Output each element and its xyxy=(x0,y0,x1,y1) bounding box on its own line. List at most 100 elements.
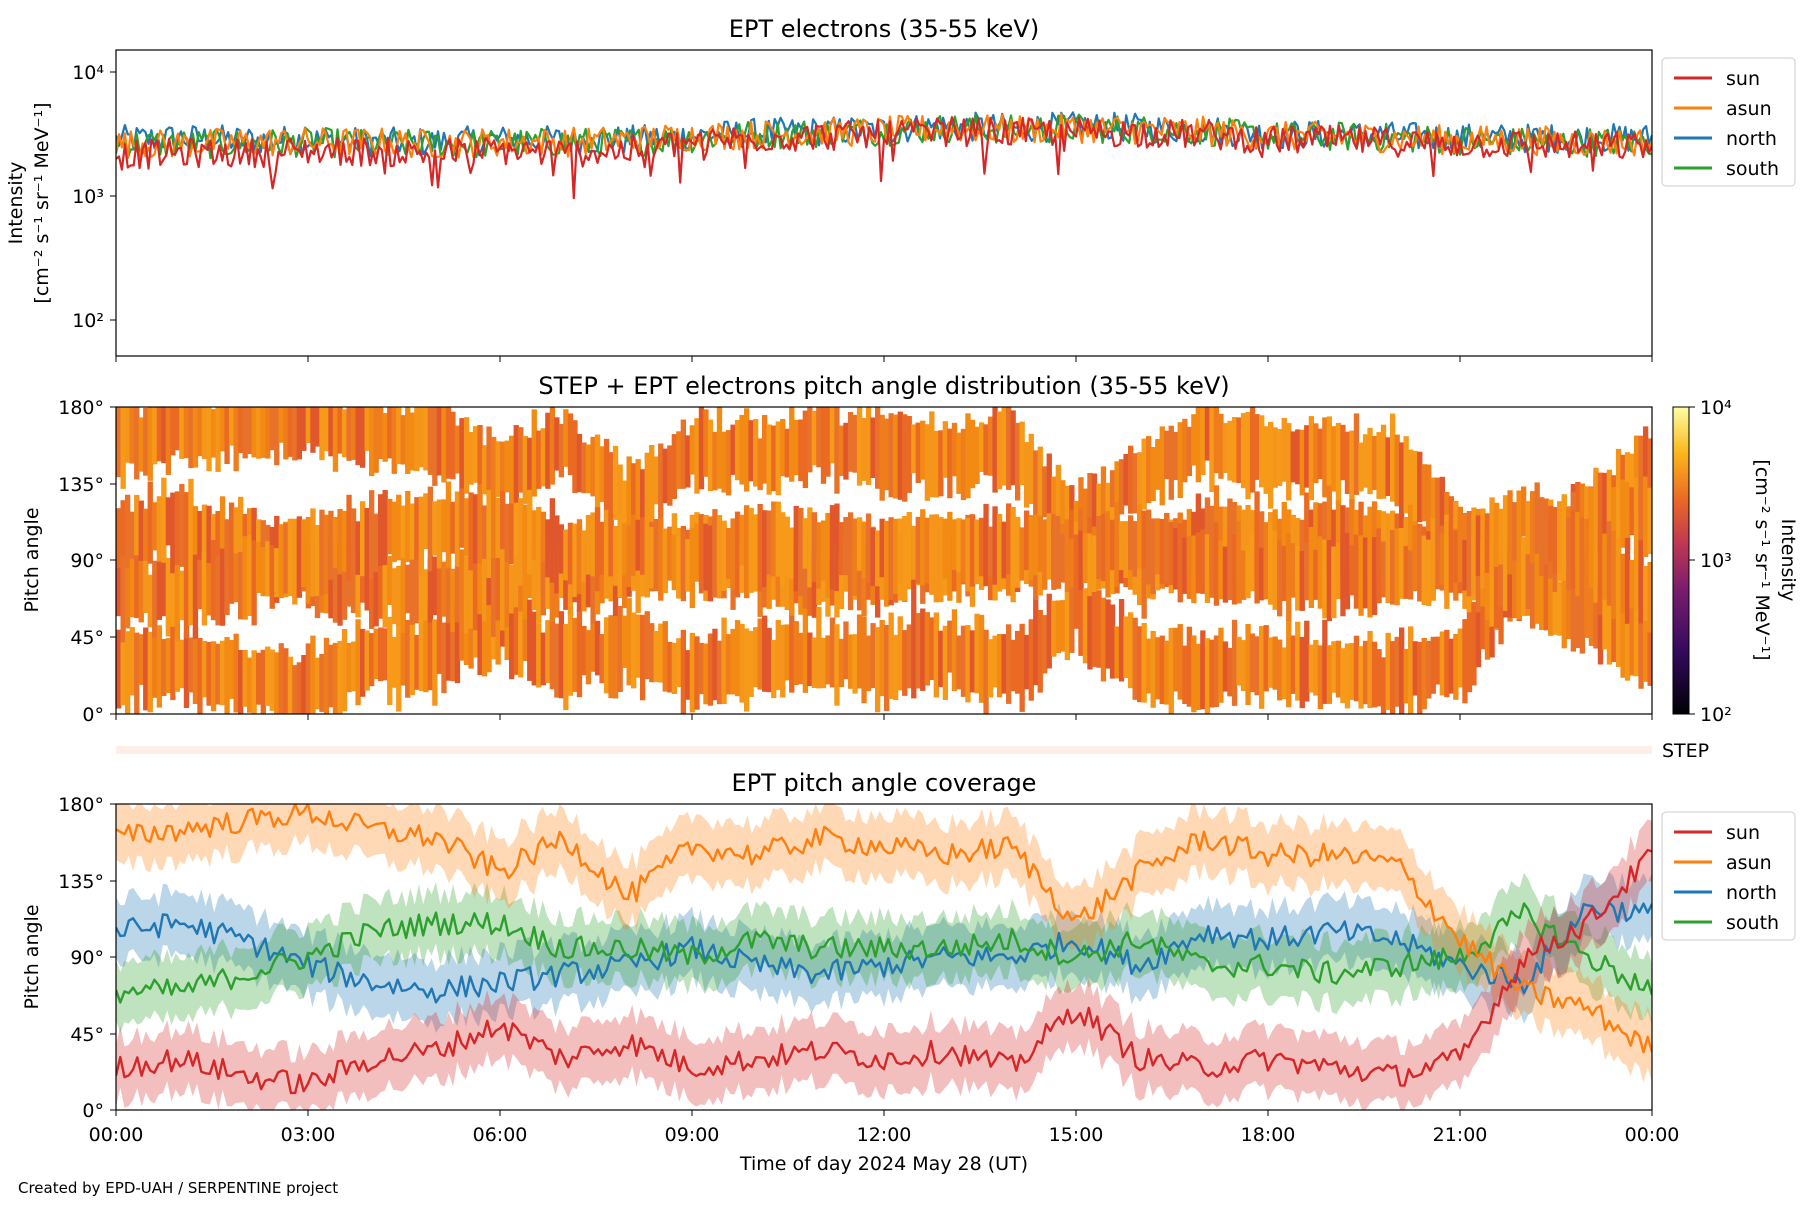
pad-cell xyxy=(847,634,854,689)
pad-cell xyxy=(730,518,736,590)
pad-cell xyxy=(1408,449,1414,535)
pad-cell xyxy=(1118,521,1125,571)
pad-cell xyxy=(1502,495,1509,552)
pad-cell xyxy=(1615,488,1622,550)
pad-cell xyxy=(1073,577,1080,629)
pad-cell xyxy=(906,512,912,587)
pad-cell xyxy=(161,639,167,696)
pad-cell xyxy=(265,407,271,459)
pad-cell xyxy=(1006,503,1012,575)
pad-cell xyxy=(1317,428,1324,479)
pad-cell xyxy=(1060,533,1066,583)
pad-cell xyxy=(143,627,149,711)
pad-cell xyxy=(138,500,144,562)
pad-cell xyxy=(1290,635,1296,694)
pad-cell xyxy=(902,516,908,601)
x-tick-label: 09:00 xyxy=(665,1124,720,1146)
pad-cell xyxy=(1647,438,1652,497)
pad-cell xyxy=(500,547,506,631)
pad-cell xyxy=(1335,640,1342,698)
pad-cell xyxy=(441,499,447,553)
pad-cell xyxy=(576,433,583,493)
pad-cell xyxy=(1064,519,1071,593)
pad-cell xyxy=(1326,539,1333,622)
pad-cell xyxy=(120,633,126,706)
x-tick-label: 21:00 xyxy=(1433,1124,1488,1146)
x-tick-label: 06:00 xyxy=(473,1124,528,1146)
pad-cell xyxy=(951,422,958,477)
pad-cell xyxy=(1602,595,1608,650)
pad-cell xyxy=(1543,498,1549,565)
pad-cell xyxy=(346,643,352,693)
colorbar-tick-label: 10⁴ xyxy=(1700,397,1732,419)
pad-cell xyxy=(418,620,425,691)
pad-cell xyxy=(296,662,303,714)
pad-cell xyxy=(1019,528,1025,581)
pad-cell xyxy=(256,652,262,705)
pad-cell xyxy=(418,496,425,576)
pad-cell xyxy=(174,634,181,692)
pad-cell xyxy=(495,586,501,665)
pad-cell xyxy=(1037,610,1043,693)
pad-cell xyxy=(1141,510,1147,568)
pad-cell xyxy=(409,412,415,471)
pad-cell xyxy=(373,628,379,680)
pad-cell xyxy=(143,407,149,476)
pad-cell xyxy=(911,613,917,699)
pad-cell xyxy=(1272,530,1278,610)
pad-cell xyxy=(716,640,723,705)
pad-cell xyxy=(495,498,501,558)
pad-cell xyxy=(865,407,872,485)
pad-cell xyxy=(500,441,506,514)
pad-cell xyxy=(116,629,122,709)
pad-cell xyxy=(1055,600,1062,654)
pad-cell xyxy=(1453,634,1459,700)
pad-cell xyxy=(703,523,709,591)
pad-cell xyxy=(1286,619,1292,708)
pad-cell xyxy=(1462,619,1468,704)
pad-cell xyxy=(1191,414,1197,466)
pad-cell xyxy=(260,649,266,714)
pad-cell xyxy=(337,641,343,714)
pad-cell xyxy=(1236,636,1242,686)
pad-cell xyxy=(129,627,135,696)
pad-cell xyxy=(1064,485,1071,551)
pad-cell xyxy=(771,425,777,492)
pad-cell xyxy=(337,407,343,454)
pad-cell xyxy=(861,521,867,579)
pad-cell xyxy=(1024,442,1030,508)
pad-cell xyxy=(197,559,203,610)
pad-cell xyxy=(486,426,492,499)
pad-cell xyxy=(414,407,420,472)
pad-cell xyxy=(1457,628,1464,688)
pad-cell xyxy=(730,628,736,695)
pad-cell xyxy=(1082,588,1089,664)
pad-cell xyxy=(1019,623,1025,712)
pad-cell xyxy=(558,611,565,699)
pad-cell xyxy=(784,624,790,681)
pad-cell xyxy=(1186,426,1193,476)
legend-box xyxy=(1661,57,1796,187)
pad-cell xyxy=(1575,567,1581,648)
pad-cell xyxy=(960,519,967,583)
pad-cell xyxy=(694,636,700,710)
pad-cell xyxy=(567,522,574,585)
pad-cell xyxy=(911,525,917,580)
pad-cell xyxy=(1123,616,1129,678)
pad-cell xyxy=(463,417,470,494)
pad-cell xyxy=(481,537,488,622)
pad-cell xyxy=(983,629,989,714)
pad-cell xyxy=(983,424,989,476)
pad-cell xyxy=(495,543,501,621)
pad-cell xyxy=(888,612,894,699)
pad-title: STEP + EPT electrons pitch angle distrib… xyxy=(538,372,1229,400)
pad-cell xyxy=(1091,580,1098,667)
pad-cell xyxy=(1326,645,1333,704)
pad-cell xyxy=(310,635,316,714)
pad-cell xyxy=(1570,511,1577,589)
pad-cell xyxy=(1137,504,1143,569)
pad-cell xyxy=(391,407,397,474)
pad-cell xyxy=(1150,630,1156,708)
pad-cell xyxy=(947,511,953,592)
